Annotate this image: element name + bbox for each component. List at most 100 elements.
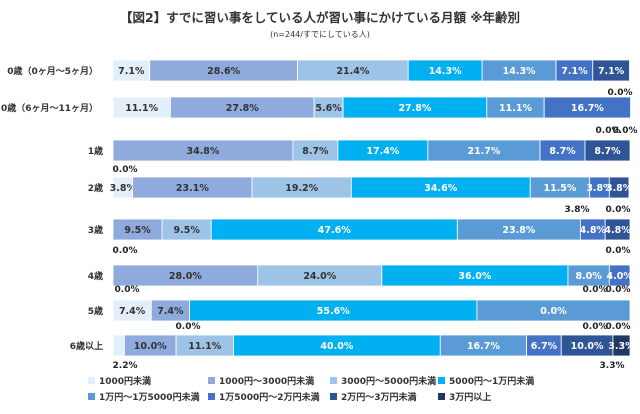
- data-label: 7.1%: [561, 66, 588, 77]
- outside-data-label: 0.0%: [606, 205, 631, 215]
- outside-data-label: 0.0%: [176, 322, 201, 332]
- bar-segment: [608, 176, 630, 199]
- legend-label: 1000円〜3000円未満: [219, 375, 314, 387]
- outside-data-label: 0.0%: [115, 285, 140, 295]
- data-label: 10.0%: [134, 341, 167, 352]
- data-label: 21.4%: [336, 66, 369, 77]
- outside-data-label: 0.0%: [606, 322, 631, 332]
- data-label: 23.1%: [176, 183, 209, 194]
- data-label: 8.7%: [302, 146, 329, 157]
- data-label: 17.4%: [366, 146, 399, 157]
- legend-label: 3万円以上: [449, 391, 491, 403]
- legend-label: 5000円〜1万円未満: [449, 375, 534, 387]
- legend-swatch: [330, 377, 337, 384]
- data-label: 3.8%: [606, 183, 633, 194]
- bar-segment: [604, 218, 631, 241]
- bar-segment: [112, 334, 125, 357]
- outside-data-label: 0.0%: [606, 285, 631, 295]
- data-label: 9.5%: [173, 225, 200, 236]
- outside-data-label: 0.0%: [583, 322, 608, 332]
- legend-label: 1万5000円〜2万円未満: [219, 391, 320, 403]
- legend-swatch: [330, 393, 337, 400]
- data-label: 3.3%: [608, 341, 635, 352]
- outside-data-label: 0.0%: [596, 126, 621, 136]
- outside-data-label: 0.0%: [608, 88, 633, 98]
- data-label: 3.8%: [110, 183, 137, 194]
- data-label: 0.0%: [540, 306, 567, 317]
- legend-swatch: [438, 393, 445, 400]
- data-label: 10.0%: [571, 341, 604, 352]
- data-label: 9.5%: [124, 225, 151, 236]
- outside-data-label: 0.0%: [613, 126, 638, 136]
- data-label: 19.2%: [285, 183, 318, 194]
- data-label: 7.4%: [157, 306, 184, 317]
- outside-data-label: 3.8%: [565, 205, 590, 215]
- data-label: 7.4%: [119, 306, 146, 317]
- data-label: 23.8%: [502, 225, 535, 236]
- data-label: 7.1%: [598, 66, 625, 77]
- data-label: 24.0%: [303, 271, 336, 282]
- data-label: 8.0%: [575, 271, 602, 282]
- category-label: 2歳: [88, 182, 103, 194]
- data-label: 11.1%: [499, 103, 532, 114]
- data-label: 28.0%: [169, 271, 202, 282]
- category-label: 6歳以上: [70, 340, 103, 352]
- data-label: 4.8%: [580, 225, 607, 236]
- legend-swatch: [438, 377, 445, 384]
- bar-segment: [543, 96, 631, 119]
- outside-data-label: 0.0%: [606, 246, 631, 256]
- legend-swatch: [88, 377, 95, 384]
- category-label: 4歳: [88, 270, 103, 282]
- data-label: 34.8%: [186, 146, 219, 157]
- data-label: 14.3%: [503, 66, 536, 77]
- legend-label: 3000円〜5000円未満: [341, 375, 436, 387]
- category-label: 0歳（6ヶ月〜11ヶ月）: [1, 102, 98, 114]
- legend-swatch: [208, 377, 215, 384]
- legend-swatch: [88, 393, 95, 400]
- data-label: 21.7%: [467, 146, 500, 157]
- legend-label: 2万円〜3万円未満: [341, 391, 417, 403]
- outside-data-label: 2.2%: [113, 361, 138, 371]
- chart-title: 【図2】すでに習い事をしている人が習い事にかけている月額 ※年齢別: [120, 10, 520, 25]
- data-label: 28.6%: [207, 66, 240, 77]
- category-label: 5歳: [88, 305, 103, 317]
- legend: 1000円未満 1000円〜3000円未満 3000円〜5000円未満 5000円〜1…: [88, 375, 534, 403]
- data-label: 4.8%: [604, 225, 631, 236]
- legend-swatch: [208, 393, 215, 400]
- data-label: 11.5%: [543, 183, 576, 194]
- outside-data-label: 0.0%: [113, 246, 138, 256]
- bar-segment: [584, 139, 631, 162]
- category-label: 3歳: [88, 224, 103, 236]
- bars-group: 0歳（0ヶ月〜5ヶ月） 7.1% 28.6% 21.4% 14.3% 14.3% 7.1% 7…: [1, 59, 638, 371]
- data-label: 16.7%: [571, 103, 604, 114]
- outside-data-label: 3.3%: [600, 361, 625, 371]
- data-label: 27.8%: [226, 103, 259, 114]
- chart-subtitle: (n=244/すでにしている人): [270, 30, 370, 39]
- data-label: 16.7%: [467, 341, 500, 352]
- data-label: 5.6%: [315, 103, 342, 114]
- data-label: 3.8%: [586, 183, 613, 194]
- legend-label: 1000円未満: [99, 375, 151, 387]
- data-label: 8.7%: [594, 146, 621, 157]
- outside-data-label: 0.0%: [583, 285, 608, 295]
- data-label: 40.0%: [320, 341, 353, 352]
- category-label: 0歳（0ヶ月〜5ヶ月）: [7, 65, 98, 77]
- data-label: 4.0%: [606, 271, 633, 282]
- data-label: 14.3%: [429, 66, 462, 77]
- data-label: 27.8%: [398, 103, 431, 114]
- bar-segment: [608, 264, 631, 287]
- data-label: 8.7%: [549, 146, 576, 157]
- data-label: 36.0%: [458, 271, 491, 282]
- bar-segment: [592, 59, 630, 82]
- data-label: 7.1%: [118, 66, 145, 77]
- data-label: 11.1%: [188, 341, 221, 352]
- data-label: 11.1%: [125, 103, 158, 114]
- data-label: 47.6%: [318, 225, 351, 236]
- bar-segment: [612, 334, 631, 357]
- data-label: 55.6%: [317, 306, 350, 317]
- legend-label: 1万円〜1万5000円未満: [99, 391, 200, 403]
- category-label: 1歳: [88, 145, 103, 157]
- data-label: 6.7%: [531, 341, 558, 352]
- data-label: 34.6%: [424, 183, 457, 194]
